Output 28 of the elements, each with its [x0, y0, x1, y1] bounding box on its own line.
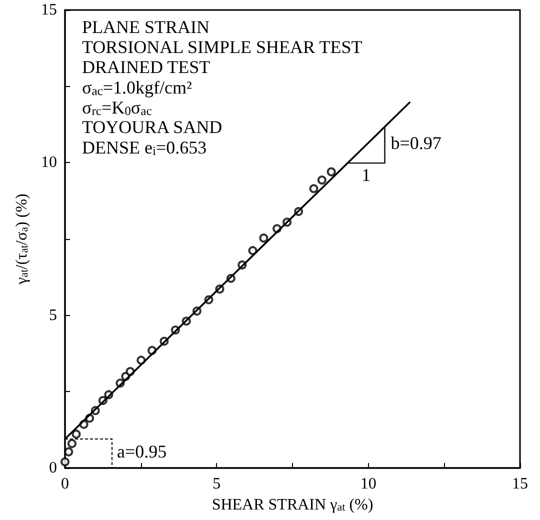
- annotation: a=0.95: [117, 442, 167, 462]
- x-axis-title: SHEAR STRAIN γat (%): [212, 496, 374, 514]
- x-tick-label: 5: [212, 476, 221, 492]
- x-tick-label: 15: [512, 476, 528, 492]
- annotation: TOYOURA SAND: [82, 117, 222, 137]
- annotation: 1: [362, 165, 371, 186]
- annotation: b=0.97: [390, 133, 442, 154]
- annotation: σrc=K0σac: [82, 98, 152, 118]
- point: [248, 246, 258, 256]
- annotation: DENSE ei=0.653: [82, 138, 207, 158]
- y-tick-label: 15: [41, 2, 57, 18]
- point: [317, 176, 326, 185]
- y-tick-label: 10: [41, 154, 57, 172]
- annotation: TORSIONAL SIMPLE SHEAR TEST: [82, 37, 362, 57]
- point: [309, 184, 318, 194]
- annotation: σac=1.0kgf/cm²: [82, 78, 192, 98]
- annotation: PLANE STRAIN: [82, 17, 210, 37]
- x-tick-label: 0: [61, 476, 69, 492]
- point: [72, 430, 81, 439]
- y-tick-label: 0: [49, 460, 57, 476]
- point: [259, 234, 268, 243]
- point: [67, 439, 76, 448]
- x-tick-label: 10: [360, 476, 376, 492]
- y-tick-label: 5: [49, 306, 57, 324]
- point: [326, 167, 336, 176]
- point: [64, 447, 74, 456]
- annotation: DRAINED TEST: [82, 57, 210, 77]
- y-axis-title: γat/(τat/σa) (%): [13, 194, 31, 286]
